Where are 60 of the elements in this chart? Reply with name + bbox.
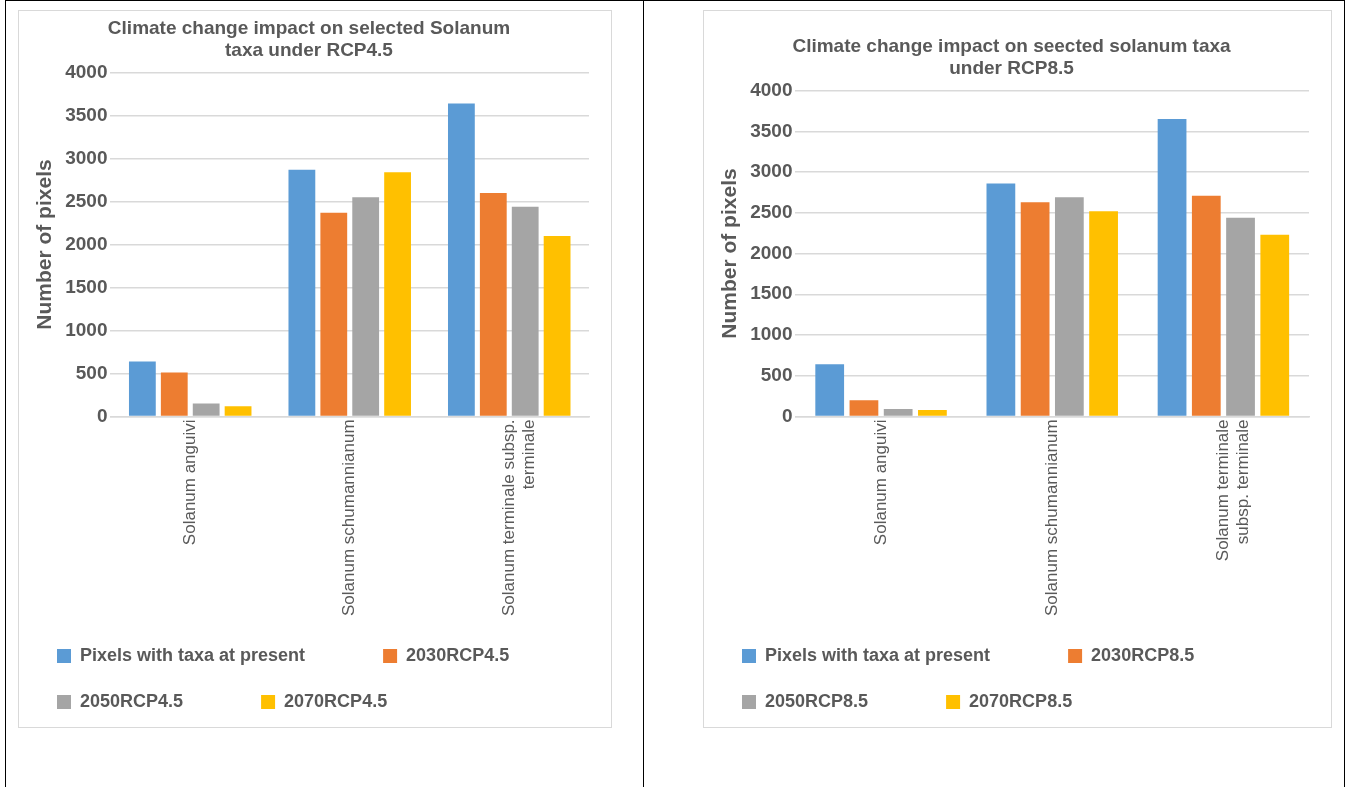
bar xyxy=(479,192,507,416)
y-tick-label: 0 xyxy=(781,404,793,426)
bar xyxy=(384,172,411,416)
y-tick-label: 1500 xyxy=(65,275,108,297)
bar xyxy=(192,403,220,416)
y-axis-title: Number of pixels xyxy=(717,168,741,339)
bar xyxy=(986,183,1016,416)
x-tick-label: Solanum schumannianum xyxy=(339,419,359,617)
bar xyxy=(320,212,348,416)
y-axis-title: Number of pixels xyxy=(32,159,56,330)
bar xyxy=(1260,234,1290,416)
bar xyxy=(1226,217,1255,416)
bar xyxy=(815,364,845,416)
bar xyxy=(160,372,188,416)
bar xyxy=(1157,119,1187,416)
legend-label: 2050RCP8.5 xyxy=(765,690,919,711)
bar xyxy=(1191,195,1221,416)
y-tick-label: 1000 xyxy=(65,318,108,340)
legend-label: 2030RCP8.5 xyxy=(1091,644,1245,665)
chart-title: Climate change impact on selected Solanum taxa under RCP4.5 xyxy=(107,16,511,61)
y-tick-label: 500 xyxy=(75,361,108,383)
bar xyxy=(128,361,156,416)
bar xyxy=(447,103,475,416)
y-tick-label: 3000 xyxy=(65,146,108,168)
y-tick-label: 3500 xyxy=(750,119,793,141)
legend-label: 2070RCP8.5 xyxy=(969,690,1123,711)
chart-title: Climate change impact on seected solanum taxa under RCP8.5 xyxy=(792,34,1232,79)
legend-label: 2050RCP4.5 xyxy=(80,690,234,711)
y-tick-label: 500 xyxy=(760,363,793,385)
bar xyxy=(1020,202,1050,416)
bar xyxy=(511,206,539,416)
bar xyxy=(1054,197,1084,416)
legend-label: Pixels with taxa at present xyxy=(80,644,356,665)
bar xyxy=(918,409,947,416)
x-tick-label: Solanum terminale subsp. terminale xyxy=(1213,419,1253,562)
y-tick-label: 3500 xyxy=(65,103,108,125)
y-tick-label: 2500 xyxy=(750,201,793,223)
bar xyxy=(849,400,879,416)
legend-label: Pixels with taxa at present xyxy=(765,644,1041,665)
x-tick-label: Solanum schumannianum xyxy=(1041,419,1061,617)
bar xyxy=(883,409,913,416)
y-tick-label: 3000 xyxy=(750,160,793,182)
y-tick-label: 2000 xyxy=(750,241,793,263)
bar xyxy=(288,169,316,416)
x-tick-label: Solanum anguivi xyxy=(870,419,890,546)
y-tick-label: 2000 xyxy=(65,232,108,254)
y-tick-label: 0 xyxy=(96,404,108,426)
x-tick-label: Solanum anguivi xyxy=(179,419,199,546)
bar xyxy=(224,406,252,416)
y-tick-label: 4000 xyxy=(750,78,793,100)
bar xyxy=(352,197,380,416)
legend-label: 2030RCP4.5 xyxy=(406,644,560,665)
y-tick-label: 2500 xyxy=(65,189,108,211)
y-tick-label: 4000 xyxy=(65,60,108,82)
legend-label: 2070RCP4.5 xyxy=(284,690,438,711)
y-tick-label: 1500 xyxy=(750,282,793,304)
x-tick-label: Solanum terminale subsp. terminale xyxy=(498,419,539,616)
bar xyxy=(1089,211,1118,416)
bar xyxy=(543,235,571,416)
y-tick-label: 1000 xyxy=(750,323,793,345)
